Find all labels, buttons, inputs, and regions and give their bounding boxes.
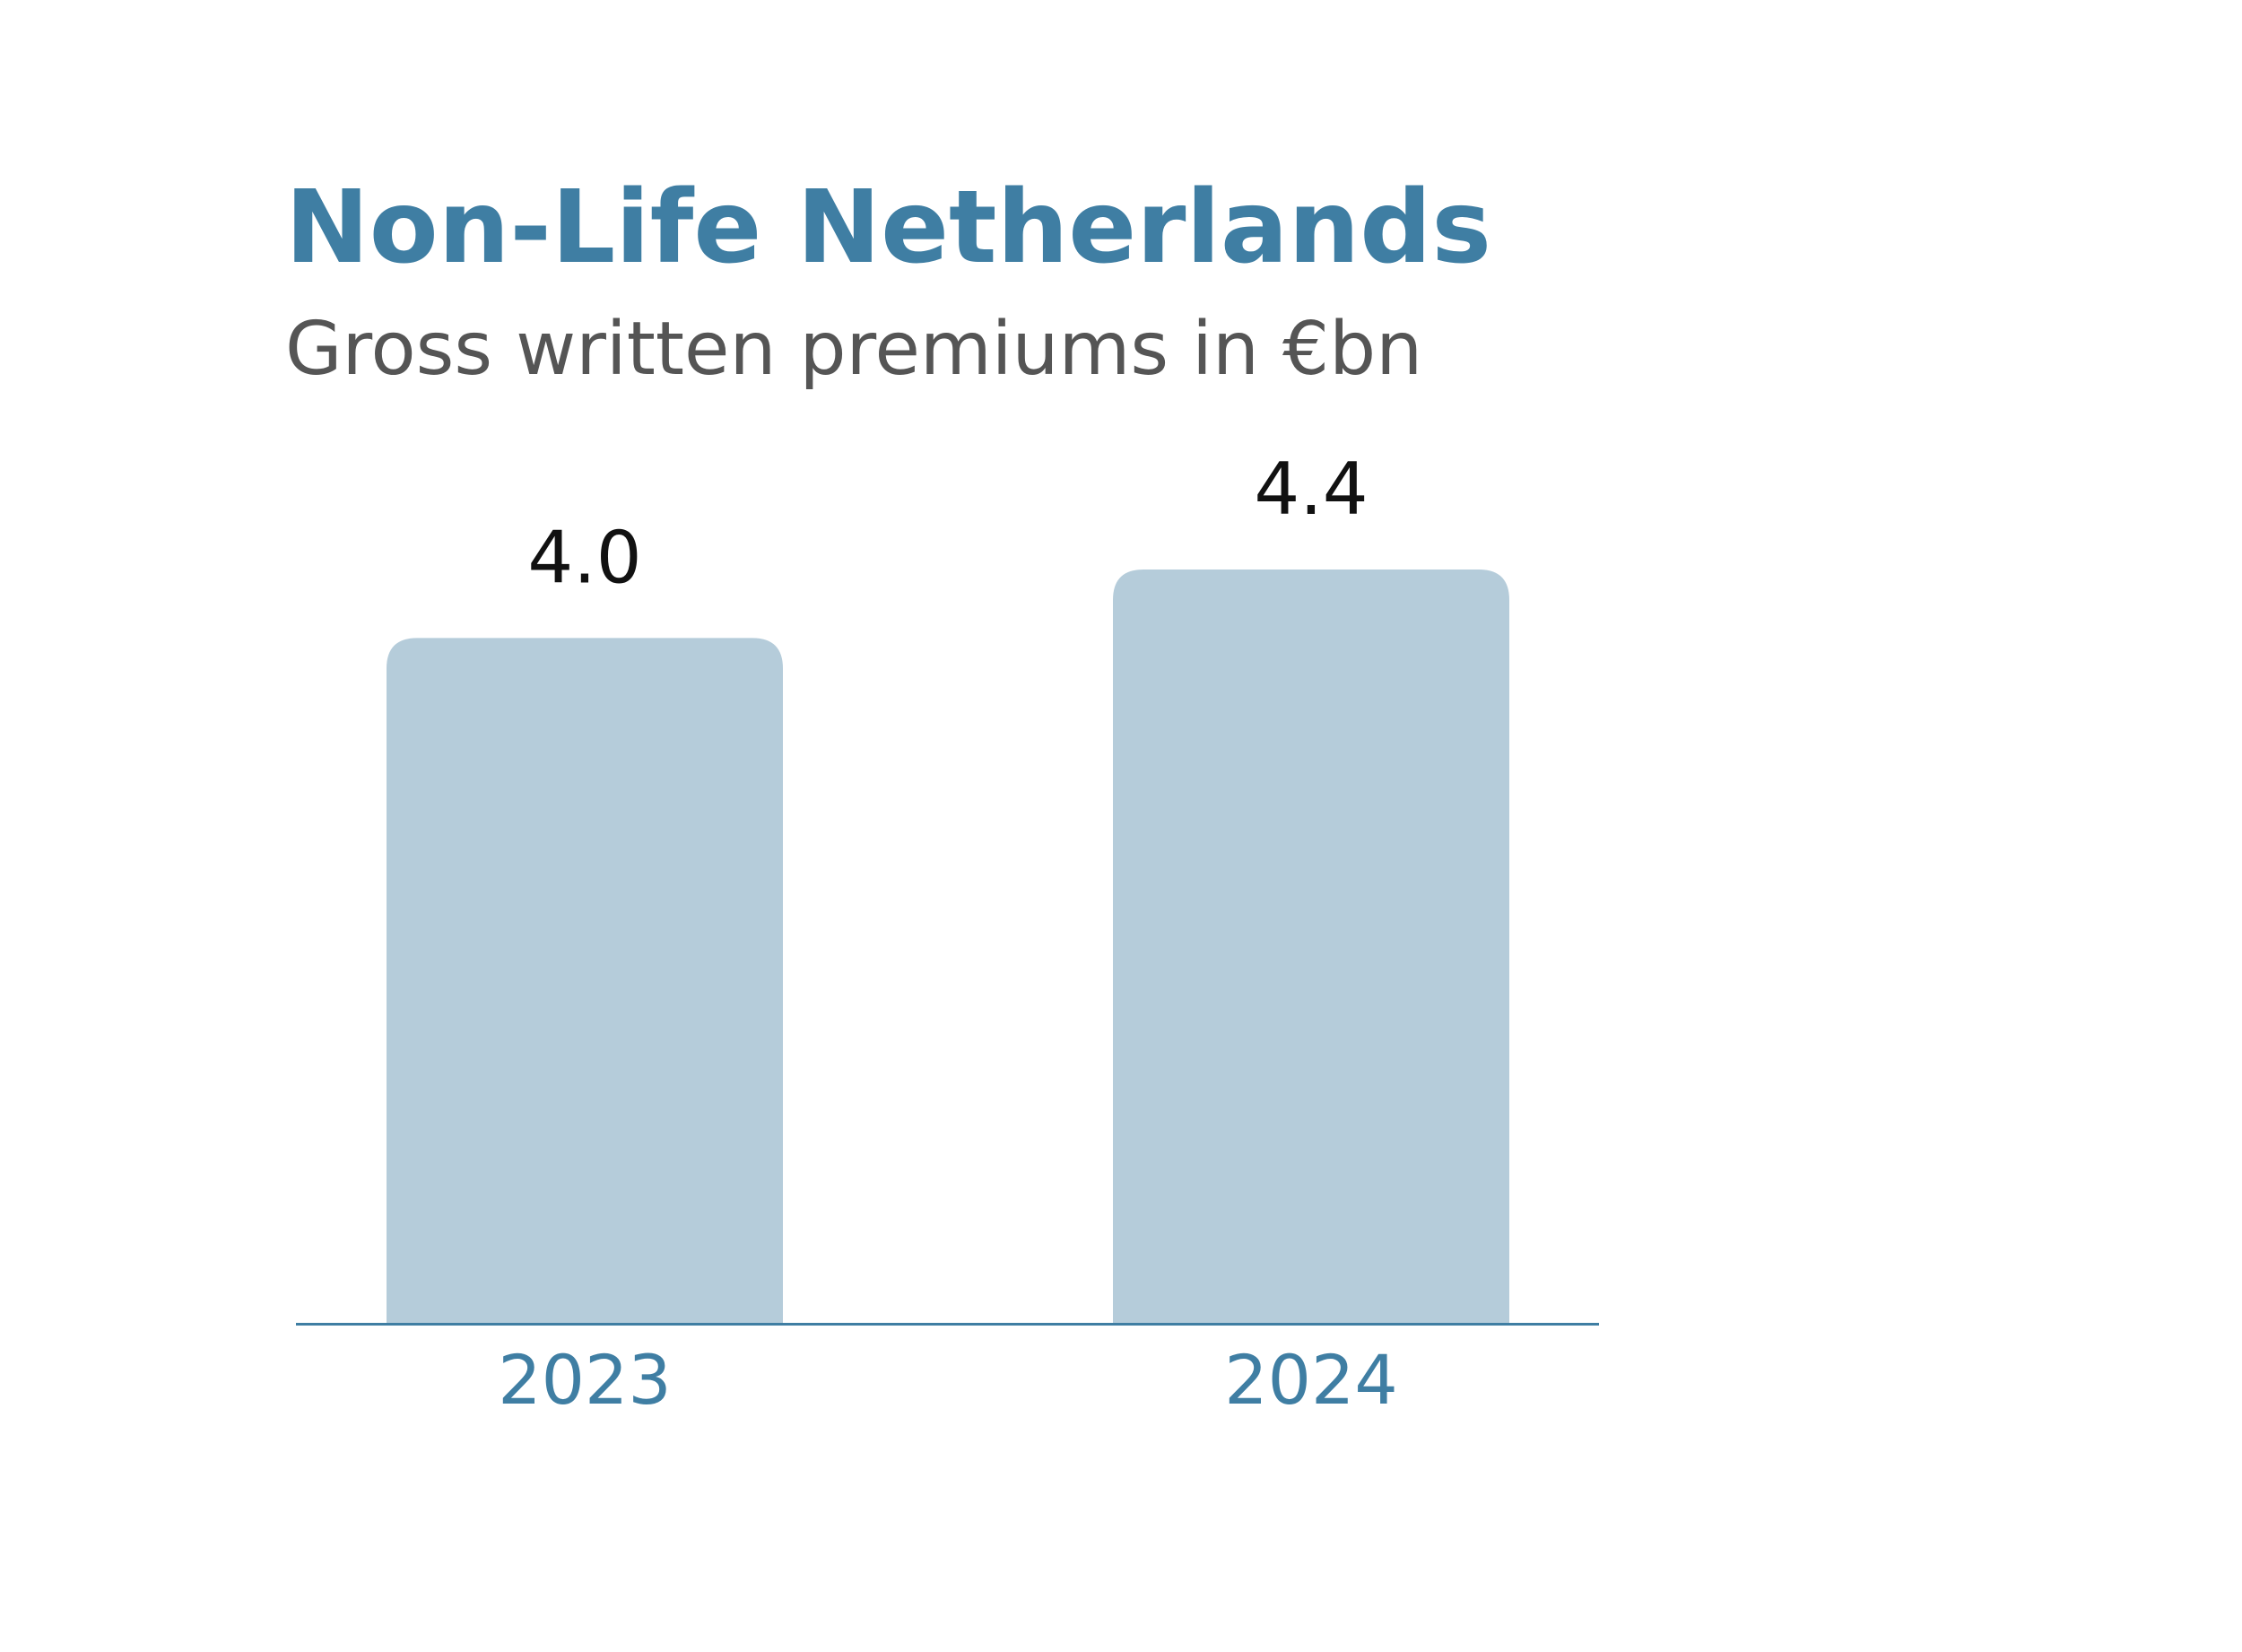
bar-2023 — [387, 638, 783, 1323]
x-tick-label-2023: 2023 — [498, 1340, 671, 1420]
tick-labels-group: 2023 2024 — [498, 1340, 1397, 1420]
value-labels-group: 4.0 4.4 — [527, 448, 1368, 599]
bar-2024 — [1113, 570, 1509, 1323]
bars-group — [387, 570, 1509, 1323]
value-label-2023: 4.0 — [527, 516, 641, 599]
chart-subtitle: Gross written premiums in €bn — [285, 307, 1423, 392]
value-label-2024: 4.4 — [1254, 448, 1368, 531]
chart-title: Non-Life Netherlands — [285, 170, 1492, 286]
x-tick-label-2024: 2024 — [1224, 1340, 1397, 1420]
